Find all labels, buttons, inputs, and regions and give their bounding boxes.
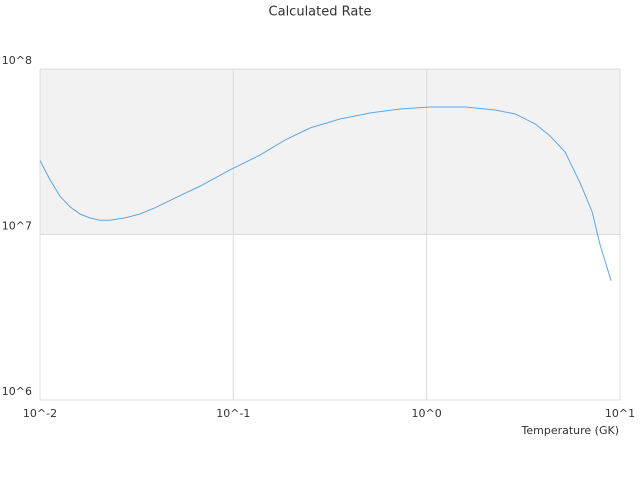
y-tick-label: 10^8: [2, 54, 32, 67]
x-tick-label: 10^-2: [23, 407, 57, 420]
series-line: [39, 106, 612, 281]
x-tick-label: 10^-1: [216, 407, 250, 420]
x-axis-label: Temperature (GK): [521, 424, 620, 437]
x-tick-label: 10^1: [605, 407, 635, 420]
x-tick-label: 10^0: [412, 407, 442, 420]
y-tick-label: 10^7: [2, 220, 32, 233]
grid-band: [40, 69, 620, 235]
chart-title: Calculated Rate: [269, 5, 372, 20]
y-tick-label: 10^6: [2, 385, 32, 398]
